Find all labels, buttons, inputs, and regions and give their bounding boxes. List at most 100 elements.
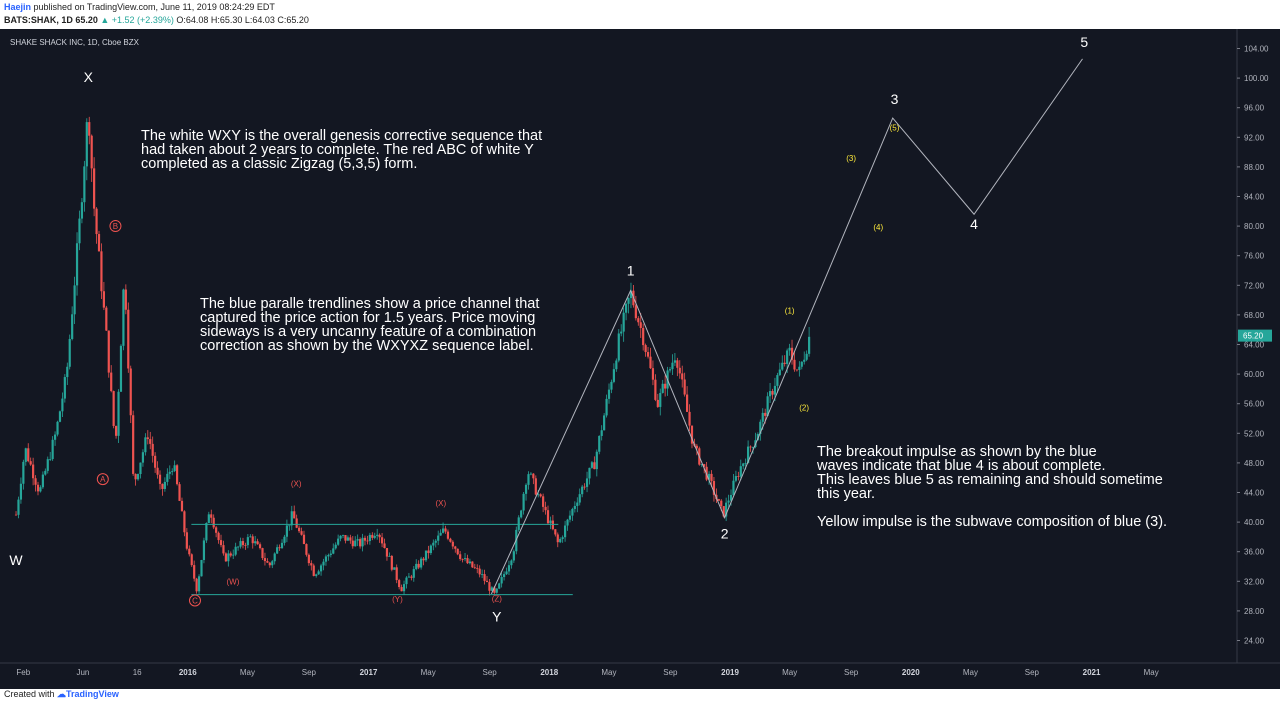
candle-body (166, 473, 169, 482)
candle-body (734, 476, 738, 481)
candle-body (380, 537, 384, 544)
wave-label: W (9, 552, 23, 568)
candle-body (456, 548, 459, 555)
candle-body (407, 576, 411, 578)
y-tick-label: 48.00 (1244, 459, 1265, 468)
candle-body (298, 527, 301, 532)
candle-body (556, 534, 559, 543)
y-tick-label: 72.00 (1244, 281, 1265, 290)
candle-body (49, 459, 52, 460)
candle-body (290, 511, 293, 526)
candle-body (80, 202, 84, 219)
chart-panel[interactable]: 24.00 28.00 32.00 36.00 40.00 44.00 48.00 52.00… (0, 29, 1280, 689)
candle-body (739, 466, 742, 477)
wave-label: 2 (721, 525, 729, 541)
candle-body (634, 305, 637, 319)
candle-body (703, 464, 706, 467)
candle-body (127, 309, 130, 369)
candle-body (349, 537, 352, 541)
candle-body (229, 553, 232, 556)
author-link[interactable]: Haejin (4, 2, 32, 12)
candle-body (273, 553, 276, 562)
symbol-info: BATS:SHAK, 1D 65.20 (4, 15, 98, 25)
candle-body (149, 439, 152, 444)
candle-body (41, 474, 44, 488)
publish-line: Haejin published on TradingView.com, Jun… (4, 2, 275, 12)
candle-body (786, 350, 789, 364)
candle-body (690, 425, 694, 444)
candle-body (244, 545, 247, 546)
candle-body (783, 362, 786, 364)
candle-body (368, 534, 371, 542)
candle-body (808, 336, 811, 354)
wave-label: A (100, 475, 106, 484)
y-tick-label: 76.00 (1244, 252, 1265, 261)
candle-body (258, 544, 262, 549)
y-tick-label: 68.00 (1244, 311, 1265, 320)
candle-body (188, 548, 191, 555)
tradingview-logo[interactable]: ☁TradingView (57, 689, 119, 699)
wave-label-circle (109, 220, 122, 233)
candle-body (139, 462, 142, 475)
y-tick-label: 44.00 (1244, 489, 1265, 498)
candle-body (215, 527, 218, 533)
y-tick-label: 36.00 (1244, 548, 1265, 557)
candle-body (710, 473, 713, 482)
wave-label: (X) (291, 480, 302, 489)
candle-body (766, 396, 769, 416)
candle-body (234, 546, 237, 555)
candle-body (266, 561, 269, 563)
candle-body (363, 537, 367, 541)
candle-body (437, 535, 440, 541)
candle-body (598, 435, 601, 452)
candle-body (185, 532, 188, 549)
y-tick-label: 96.00 (1244, 104, 1265, 113)
candle-body (117, 391, 120, 436)
candle-body (637, 318, 640, 323)
candle-body (390, 555, 393, 570)
candle-body (122, 289, 125, 346)
candle-body (327, 554, 330, 557)
candle-body (319, 565, 323, 572)
candle-body (429, 545, 432, 554)
candle-body (175, 465, 179, 485)
candle-body (554, 529, 557, 535)
candle-body (781, 362, 784, 370)
candle-body (654, 379, 657, 400)
candle-body (615, 360, 618, 370)
candle-body (302, 534, 306, 545)
candle-body (502, 574, 506, 578)
candle-body (573, 505, 576, 509)
candle-body (222, 545, 225, 554)
candle-body (473, 567, 476, 569)
candle-body (768, 391, 772, 397)
candle-body (351, 540, 354, 547)
candle-body (359, 539, 362, 547)
candle-body (195, 578, 198, 592)
candle-body (700, 464, 703, 465)
candle-body (549, 520, 552, 524)
ohlc-values: O:64.08 H:65.30 L:64.03 C:65.20 (176, 15, 309, 25)
candle-body (798, 366, 801, 370)
candle-body (593, 462, 596, 470)
candle-body (490, 587, 493, 591)
candle-body (764, 412, 767, 416)
candle-body (254, 541, 257, 544)
candle-body (205, 522, 208, 541)
candle-body (444, 528, 447, 532)
candle-body (207, 514, 210, 523)
candle-body (119, 345, 123, 392)
wave-label: (3) (846, 154, 856, 163)
candle-body (468, 561, 472, 564)
price-chart[interactable]: 24.00 28.00 32.00 36.00 40.00 44.00 48.00 52.00… (0, 29, 1280, 689)
candle-body (58, 411, 62, 422)
candle-body (236, 546, 240, 548)
x-tick-label: Sep (1025, 668, 1040, 677)
candle-body (141, 452, 145, 463)
candle-body (295, 518, 298, 528)
candle-body (354, 540, 357, 547)
candle-body (417, 563, 420, 568)
candle-body (29, 461, 32, 465)
candle-body (471, 561, 474, 568)
wave-label: 5 (1080, 34, 1088, 50)
